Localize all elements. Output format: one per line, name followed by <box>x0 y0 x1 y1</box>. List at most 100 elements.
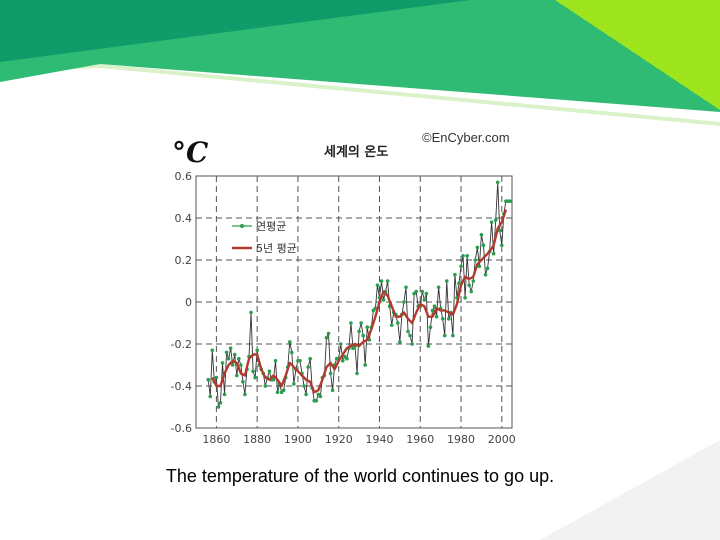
data-point-annual <box>457 281 461 285</box>
data-point-annual <box>361 333 365 338</box>
header-banner <box>0 0 720 126</box>
data-point-annual <box>422 298 427 302</box>
data-point-annual <box>404 285 408 290</box>
y-tick-label: -0.6 <box>171 422 192 435</box>
data-point-annual <box>471 279 476 283</box>
chart-title: 세계의 온도 <box>324 144 388 160</box>
data-point-annual <box>389 323 394 327</box>
data-point-annual <box>447 317 451 321</box>
data-point-annual <box>410 342 414 346</box>
data-point-annual <box>306 365 310 369</box>
chart-series <box>206 180 512 409</box>
data-point-annual <box>340 359 345 363</box>
data-point-annual <box>481 243 486 248</box>
y-tick-label: -0.2 <box>171 338 192 351</box>
data-point-annual <box>255 348 259 353</box>
data-point-annual <box>253 375 257 380</box>
data-point-annual <box>420 289 425 294</box>
y-tick-label: 0 <box>185 296 192 309</box>
data-point-annual <box>355 371 359 376</box>
data-point-annual <box>314 398 319 403</box>
data-point-annual <box>232 352 237 357</box>
temperature-chart: 1860 1880 1900 1920 1940 1960 1980 2000 -0.6 -0.4… <box>171 130 516 446</box>
data-point-annual <box>385 279 390 283</box>
data-point-annual <box>326 331 331 336</box>
data-point-annual <box>434 314 439 319</box>
data-point-annual <box>234 373 239 378</box>
data-point-annual <box>489 220 494 224</box>
data-point-annual <box>230 363 235 367</box>
data-point-annual <box>251 369 255 374</box>
data-point-annual <box>328 371 333 376</box>
data-point-annual <box>298 359 302 363</box>
data-point-annual <box>357 329 361 334</box>
data-point-annual <box>292 382 296 386</box>
slide-caption: The temperature of the world continues t… <box>165 466 555 486</box>
data-point-annual <box>308 356 312 361</box>
data-point-annual <box>467 283 471 287</box>
data-point-annual <box>440 317 445 321</box>
data-point-annual <box>214 375 219 380</box>
y-tick-label: 0.4 <box>175 212 193 225</box>
data-point-annual <box>365 325 370 329</box>
data-point-annual <box>473 258 478 262</box>
data-point-annual <box>444 279 449 283</box>
x-tick-label: 1940 <box>365 433 393 446</box>
data-point-annual <box>465 254 469 258</box>
data-point-annual <box>459 264 463 269</box>
legend-label-annual: 연평균 <box>256 220 286 233</box>
data-point-annual <box>428 325 433 329</box>
data-point-annual <box>451 333 455 338</box>
x-tick-label: 1980 <box>447 433 475 446</box>
data-point-annual <box>398 340 402 344</box>
data-point-annual <box>495 180 500 185</box>
data-point-annual <box>396 321 400 325</box>
data-point-annual <box>491 251 496 256</box>
chart-legend: 연평균 5년 평균 <box>232 220 297 255</box>
y-tick-label: -0.4 <box>171 380 192 393</box>
data-point-annual <box>453 272 457 277</box>
x-tick-label: 1900 <box>284 433 312 446</box>
data-point-annual <box>226 356 231 361</box>
data-point-annual <box>318 394 323 399</box>
x-tick-label: 1860 <box>202 433 230 446</box>
x-tick-label: 1960 <box>406 433 434 446</box>
data-point-annual <box>241 380 245 384</box>
data-point-annual <box>206 377 211 382</box>
data-point-annual <box>302 384 306 388</box>
data-point-annual <box>424 291 429 296</box>
data-point-annual <box>208 394 213 399</box>
data-point-annual <box>430 308 435 313</box>
x-tick-label: 2000 <box>488 433 516 446</box>
data-point-annual <box>479 233 484 237</box>
data-point-annual <box>432 304 437 308</box>
chart-copyright: ©EnCyber.com <box>422 130 510 145</box>
data-point-annual <box>379 279 384 283</box>
data-point-annual <box>304 392 308 397</box>
y-tick-label: 0.6 <box>175 170 193 183</box>
banner-dark-band <box>0 0 470 62</box>
data-point-annual <box>463 296 467 300</box>
legend-marker-annual <box>240 224 244 228</box>
data-point-annual <box>508 199 512 203</box>
data-point-annual <box>271 377 276 382</box>
data-point-annual <box>263 384 268 388</box>
data-point-annual <box>500 243 504 248</box>
data-point-annual <box>237 356 241 361</box>
series-line-5yr <box>211 209 508 394</box>
data-point-annual <box>408 333 412 338</box>
x-tick-label: 1880 <box>243 433 271 446</box>
data-point-annual <box>381 298 386 302</box>
data-point-annual <box>324 335 329 340</box>
data-point-annual <box>485 266 490 271</box>
data-point-annual <box>345 356 349 361</box>
data-point-annual <box>493 218 498 222</box>
data-point-annual <box>281 388 286 393</box>
data-point-annual <box>436 285 441 290</box>
data-point-annual <box>461 254 465 258</box>
data-point-annual <box>218 401 223 405</box>
data-point-annual <box>216 405 221 409</box>
data-point-annual <box>220 361 225 365</box>
data-point-annual <box>275 390 280 395</box>
